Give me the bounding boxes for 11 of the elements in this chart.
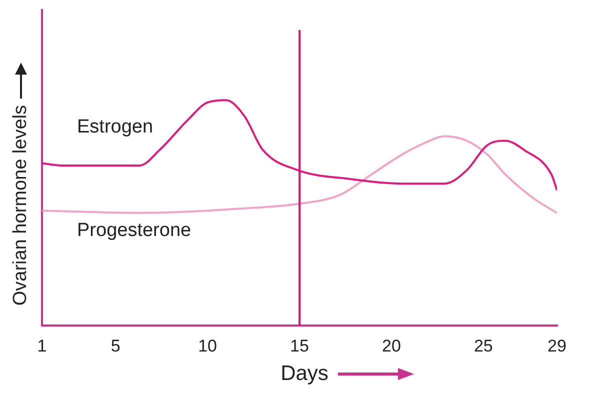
x-tick-label: 1 (37, 336, 47, 356)
x-axis-title: Days (280, 362, 328, 386)
x-tick-label: 29 (548, 336, 566, 356)
x-tick-label: 15 (290, 336, 309, 356)
x-tick-label: 10 (198, 336, 217, 356)
series-label: Progesterone (77, 220, 192, 241)
x-tick-label: 5 (110, 336, 120, 356)
y-axis-title: Ovarian hormone levels (10, 104, 32, 306)
x-tick-label: 20 (382, 336, 401, 356)
series-label: Estrogen (77, 116, 154, 138)
x-tick-label: 25 (474, 336, 493, 356)
